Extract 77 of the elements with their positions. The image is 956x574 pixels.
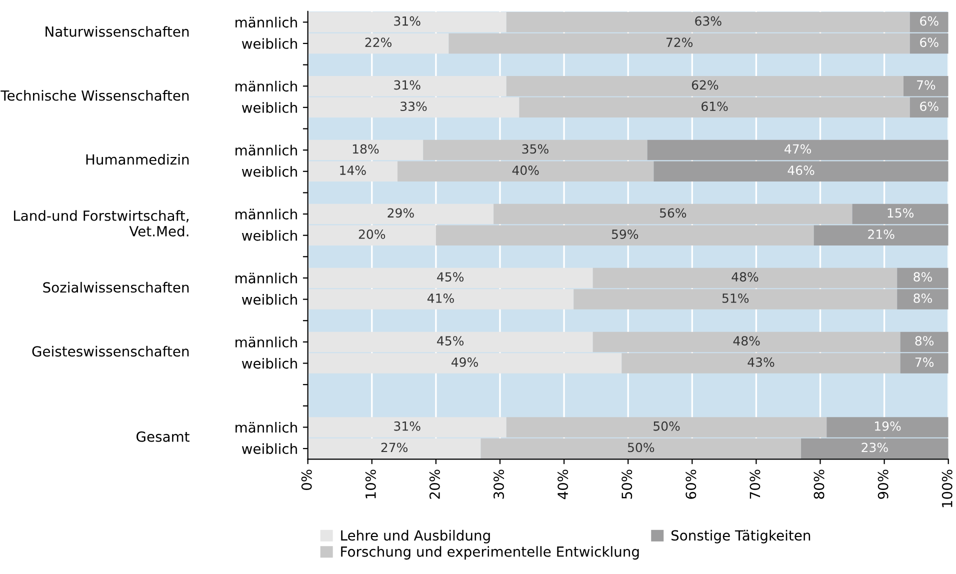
y-tick-label: weiblich bbox=[242, 443, 297, 454]
legend-label: Sonstige Tätigkeiten bbox=[671, 530, 810, 544]
data-label: 72% bbox=[666, 38, 693, 48]
data-label: 45% bbox=[437, 272, 464, 282]
data-label: 50% bbox=[654, 421, 680, 431]
y-tick-label: männlich bbox=[236, 16, 297, 28]
x-tick-label: 10% bbox=[365, 470, 376, 498]
legend-label: Forschung und experimentelle Entwicklung bbox=[341, 546, 639, 560]
data-label: 56% bbox=[660, 208, 686, 218]
x-tick-label: 90% bbox=[878, 470, 888, 499]
x-tick-label: 40% bbox=[558, 470, 568, 500]
y-tick-label: weiblich bbox=[242, 102, 297, 113]
data-label: 6% bbox=[920, 38, 938, 48]
data-label: 40% bbox=[512, 166, 539, 176]
data-label: 8% bbox=[914, 272, 932, 282]
data-label: 7% bbox=[917, 80, 936, 90]
x-tick-label: 60% bbox=[686, 470, 696, 499]
data-label: 19% bbox=[874, 421, 901, 431]
data-label: 61% bbox=[702, 102, 728, 112]
data-label: 31% bbox=[394, 80, 420, 90]
x-tick-label: 0% bbox=[301, 470, 312, 490]
data-label: 43% bbox=[748, 357, 774, 367]
data-label: 8% bbox=[914, 293, 932, 303]
data-label: 48% bbox=[733, 336, 760, 346]
data-label: 6% bbox=[920, 16, 938, 26]
y-tick-label: weiblich bbox=[242, 166, 297, 177]
data-label: 6% bbox=[920, 102, 938, 112]
y-tick-label: männlich bbox=[236, 336, 297, 348]
y-tick-label: weiblich bbox=[242, 38, 297, 49]
text: Geisteswissenschaften bbox=[32, 346, 189, 357]
data-label: 23% bbox=[862, 442, 888, 452]
text: Humanmedizin bbox=[86, 154, 189, 165]
data-label: 31% bbox=[394, 16, 420, 26]
text: Technische Wissenschaften bbox=[0, 90, 189, 101]
data-label: 41% bbox=[427, 293, 454, 303]
data-label: 45% bbox=[437, 336, 464, 346]
data-label: 14% bbox=[340, 166, 366, 176]
data-label: 29% bbox=[388, 208, 414, 218]
text: Sozialwissenschaften bbox=[43, 282, 189, 293]
data-label: 18% bbox=[352, 144, 379, 154]
data-label: 31% bbox=[394, 421, 420, 431]
data-label: 51% bbox=[722, 293, 749, 303]
y-tick-label: männlich bbox=[236, 422, 297, 433]
y-tick-label: weiblich bbox=[242, 358, 297, 369]
data-label: 59% bbox=[612, 230, 638, 239]
y-tick-label: männlich bbox=[236, 272, 297, 284]
x-tick-label: 100% bbox=[942, 470, 952, 508]
x-tick-label: 70% bbox=[750, 470, 760, 499]
y-tick-label: männlich bbox=[236, 144, 297, 156]
legend-label: Lehre und Ausbildung bbox=[341, 530, 490, 544]
data-label: 35% bbox=[522, 144, 548, 154]
x-tick-label: 50% bbox=[622, 470, 632, 499]
data-label: 63% bbox=[695, 16, 722, 26]
data-label: 27% bbox=[381, 442, 408, 452]
data-label: 8% bbox=[915, 336, 934, 346]
data-label: 20% bbox=[358, 230, 386, 239]
data-label: 21% bbox=[868, 230, 894, 239]
data-label: 50% bbox=[628, 442, 654, 452]
y-tick-label: männlich bbox=[236, 80, 297, 92]
data-label: 7% bbox=[915, 357, 934, 367]
data-label: 47% bbox=[784, 144, 812, 154]
x-tick-label: 80% bbox=[814, 470, 824, 499]
text: Land-und Forstwirtschaft, Vet.Med. bbox=[14, 210, 188, 236]
data-label: 46% bbox=[788, 166, 814, 176]
y-tick-label: weiblich bbox=[242, 230, 297, 241]
data-label: 48% bbox=[732, 272, 758, 282]
y-tick-label: männlich bbox=[236, 208, 297, 220]
data-label: 33% bbox=[400, 102, 427, 112]
data-label: 22% bbox=[365, 38, 392, 48]
data-label: 15% bbox=[888, 208, 914, 218]
data-label: 49% bbox=[451, 357, 478, 367]
y-tick-label: weiblich bbox=[242, 294, 297, 305]
x-tick-label: 30% bbox=[494, 470, 504, 499]
text: Naturwissenschaften bbox=[46, 26, 189, 37]
data-label: 62% bbox=[692, 80, 718, 90]
text: Gesamt bbox=[136, 431, 190, 442]
x-tick-label: 20% bbox=[429, 470, 440, 499]
